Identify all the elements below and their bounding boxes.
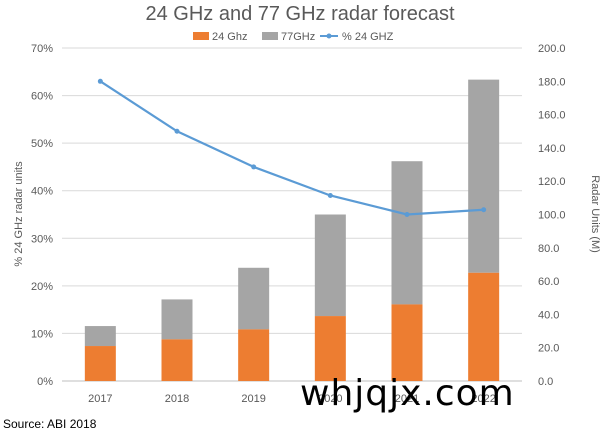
line-point [251,164,257,170]
right-tick-label: 140.0 [538,143,566,155]
bar-24ghz [161,339,193,381]
chart-title: 24 GHz and 77 GHz radar forecast [145,3,454,25]
right-axis-ticks: 0.0 20.0 40.0 60.0 80.0 100.0 120.0 140.0 160.0 1… [538,43,566,388]
bar-24ghz [391,304,423,381]
bar-77ghz [161,299,193,340]
left-axis-ticks: 0% 10% 20% 30% 40% 50% 60% 70% [31,43,53,388]
legend-swatch-77ghz [262,32,278,40]
bar-24ghz [84,346,116,381]
left-tick-label: 60% [31,91,53,103]
line-marks [97,78,487,217]
right-tick-label: 100.0 [538,210,566,222]
right-tick-label: 0.0 [538,376,553,388]
chart-legend: 24 Ghz 77GHz % 24 GHZ [193,31,394,43]
legend-swatch-24ghz [193,32,209,40]
line-point [481,207,487,213]
right-tick-label: 160.0 [538,110,566,122]
x-tick-label: 2021 [395,393,419,405]
bar-24ghz [468,272,500,381]
right-tick-label: 60.0 [538,276,559,288]
source-note: Source: ABI 2018 [3,417,97,431]
line-point [327,192,333,198]
x-tick-label: 2020 [318,393,342,405]
bar-24ghz [314,316,346,381]
legend-label-24ghz: 24 Ghz [212,31,247,43]
left-tick-label: 70% [31,43,53,55]
bar-77ghz [238,267,270,330]
right-tick-label: 80.0 [538,243,559,255]
legend-swatch-pct-marker [326,33,332,39]
line-point [97,78,103,84]
right-tick-label: 20.0 [538,343,559,355]
legend-label-pct: % 24 GHZ [342,31,394,43]
bar-77ghz [468,79,500,273]
watermark: whjqjx.com [300,373,515,414]
line-point [404,212,410,217]
left-tick-label: 50% [31,138,53,150]
right-axis-title: Radar Units (M) [589,175,600,253]
left-tick-label: 40% [31,186,53,198]
bar-77ghz [84,326,116,347]
line-pct-24ghz [99,80,484,216]
right-tick-label: 40.0 [538,309,559,321]
x-axis-ticks: 2017 2018 2019 2020 2021 2022 [88,393,496,405]
bar-77ghz [391,161,423,305]
right-tick-label: 200.0 [538,43,566,55]
legend-label-77ghz: 77GHz [281,31,315,43]
right-tick-label: 180.0 [538,76,566,88]
bar-marks [84,79,500,381]
x-tick-label: 2017 [88,393,112,405]
x-tick-label: 2019 [241,393,265,405]
left-tick-label: 0% [37,376,53,388]
right-tick-label: 120.0 [538,176,566,188]
line-point [174,128,180,134]
x-tick-label: 2022 [471,393,495,405]
x-tick-label: 2018 [165,393,189,405]
bar-24ghz [238,329,270,381]
left-axis-title: % 24 GHz radar units [13,161,25,267]
bar-77ghz [314,214,346,317]
left-tick-label: 30% [31,233,53,245]
gridlines [62,47,522,382]
left-tick-label: 10% [31,328,53,340]
left-tick-label: 20% [31,281,53,293]
